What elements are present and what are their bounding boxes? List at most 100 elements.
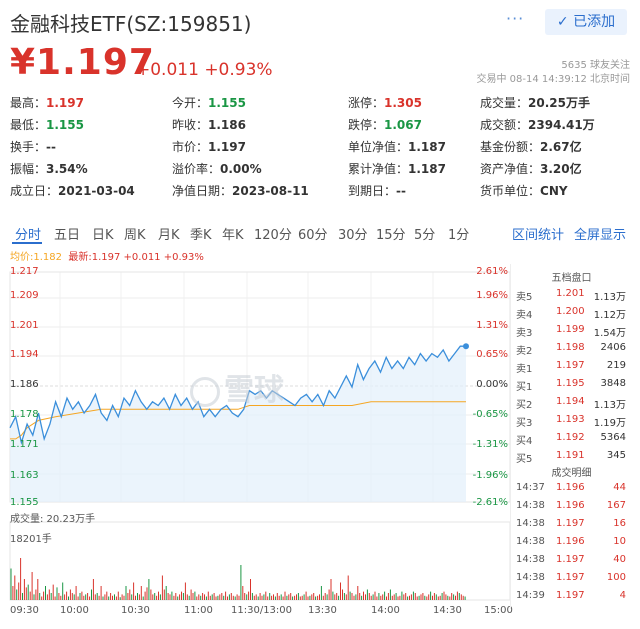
trade-volume: 44 (613, 482, 626, 493)
quote-key: 最低： (10, 118, 47, 132)
order-level-price: 1.200 (556, 306, 585, 317)
followers-count: 5635 球友关注 (561, 60, 630, 71)
trade-volume: 10 (613, 536, 626, 547)
tab-period[interactable]: 5分 (414, 228, 436, 243)
quote-key: 到期日： (348, 184, 397, 198)
range-stats-link[interactable]: 区间统计 (512, 228, 565, 243)
quote-value: -- (396, 184, 406, 198)
quote-key: 涨停： (348, 96, 385, 110)
quote-value: 1.067 (384, 118, 422, 132)
xueqiu-watermark: 雪球 (190, 365, 284, 409)
quote-cell: 涨停：1.305 (348, 94, 422, 111)
y-percent-label: 1.31% (476, 320, 508, 331)
quote-value: 3.20亿 (540, 162, 582, 176)
quote-value: 1.186 (208, 118, 246, 132)
tab-period[interactable]: 60分 (298, 228, 328, 243)
tab-period[interactable]: 季K (190, 228, 212, 243)
trade-status-time: 交易中 08-14 14:39:12 北京时间 (476, 74, 630, 85)
security-title: 金融科技ETF(SZ:159851) (10, 12, 252, 36)
price-area (10, 346, 466, 502)
quote-value: CNY (540, 184, 568, 198)
tab-period[interactable]: 15分 (376, 228, 406, 243)
order-level-volume: 1.19万 (593, 418, 626, 429)
tab-period[interactable]: 周K (124, 228, 146, 243)
y-percent-label: -1.31% (472, 439, 508, 450)
quote-cell: 货币单位：CNY (480, 182, 568, 199)
quote-cell: 跌停：1.067 (348, 116, 422, 133)
quote-value: 1.187 (408, 140, 446, 154)
order-level-label: 买2 (516, 400, 533, 411)
y-price-label: 1.201 (10, 320, 39, 331)
order-level-label: 买1 (516, 382, 533, 393)
more-menu-button[interactable]: ··· (506, 9, 525, 28)
trade-time: 14:38 (516, 518, 545, 529)
order-level-price: 1.192 (556, 432, 585, 443)
quote-key: 最高： (10, 96, 47, 110)
tab-period[interactable]: 年K (222, 228, 244, 243)
order-level-volume: 1.13万 (593, 292, 626, 303)
tab-period[interactable]: 五日 (54, 228, 81, 243)
quote-value: 1.305 (384, 96, 422, 110)
time-label: 11:00 (184, 605, 213, 616)
quote-key: 单位净值： (348, 140, 409, 154)
trade-time: 14:38 (516, 500, 545, 511)
trade-price: 1.197 (556, 518, 585, 529)
quote-key: 净值日期： (172, 184, 233, 198)
quote-cell: 换手：-- (10, 138, 56, 155)
y-price-label: 1.194 (10, 349, 39, 360)
order-level-price: 1.197 (556, 360, 585, 371)
time-label: 11:30/13:00 (231, 605, 293, 616)
quote-value: 2021-03-04 (58, 184, 135, 198)
price-change: +0.011 +0.93% (136, 60, 273, 80)
order-level-volume: 1.54万 (593, 328, 626, 339)
fullscreen-link[interactable]: 全屏显示 (574, 228, 627, 243)
trade-volume: 16 (613, 518, 626, 529)
quote-key: 今开： (172, 96, 209, 110)
y-percent-label: -2.61% (472, 497, 508, 508)
trade-price: 1.197 (556, 590, 585, 601)
tab-period[interactable]: 月K (158, 228, 180, 243)
y-price-label: 1.186 (10, 379, 39, 390)
order-level-price: 1.191 (556, 450, 585, 461)
tab-period[interactable]: 日K (92, 228, 114, 243)
trade-price: 1.197 (556, 554, 585, 565)
order-level-volume: 1.13万 (593, 400, 626, 411)
tab-period[interactable]: 30分 (338, 228, 368, 243)
added-watchlist-button[interactable]: ✓ 已添加 (545, 9, 627, 35)
quote-cell: 基金份额：2.67亿 (480, 138, 582, 155)
trade-time: 14:38 (516, 572, 545, 583)
trade-volume: 4 (619, 590, 626, 601)
trade-time: 14:38 (516, 536, 545, 547)
quote-key: 成交量： (480, 96, 529, 110)
trade-time: 14:39 (516, 590, 545, 601)
quote-value: -- (46, 140, 56, 154)
quote-key: 市价： (172, 140, 209, 154)
order-level-label: 卖4 (516, 310, 533, 321)
quote-value: 2023-08-11 (232, 184, 309, 198)
quote-key: 成立日： (10, 184, 59, 198)
latest-price-dot (463, 343, 469, 350)
y-percent-label: 0.00% (476, 379, 508, 390)
y-price-label: 1.178 (10, 409, 39, 420)
quote-value: 2.67亿 (540, 140, 582, 154)
order-level-price: 1.199 (556, 324, 585, 335)
tab-period[interactable]: 1分 (448, 228, 470, 243)
quote-cell: 成交额：2394.41万 (480, 116, 595, 133)
quote-cell: 资产净值：3.20亿 (480, 160, 582, 177)
tab-period[interactable]: 分时 (15, 228, 42, 243)
y-price-label: 1.171 (10, 439, 39, 450)
tab-period[interactable]: 120分 (254, 228, 292, 243)
order-level-price: 1.198 (556, 342, 585, 353)
quote-value: 1.187 (408, 162, 446, 176)
trades-title: 成交明细 (551, 468, 592, 479)
added-label: 已添加 (573, 14, 616, 30)
quote-cell: 市价：1.197 (172, 138, 246, 155)
volume-frame (9, 521, 511, 601)
y-price-label: 1.209 (10, 290, 39, 301)
trade-time: 14:38 (516, 554, 545, 565)
quote-key: 累计净值： (348, 162, 409, 176)
quote-value: 1.155 (46, 118, 84, 132)
trade-time: 14:37 (516, 482, 545, 493)
order-book-panel (510, 264, 630, 609)
